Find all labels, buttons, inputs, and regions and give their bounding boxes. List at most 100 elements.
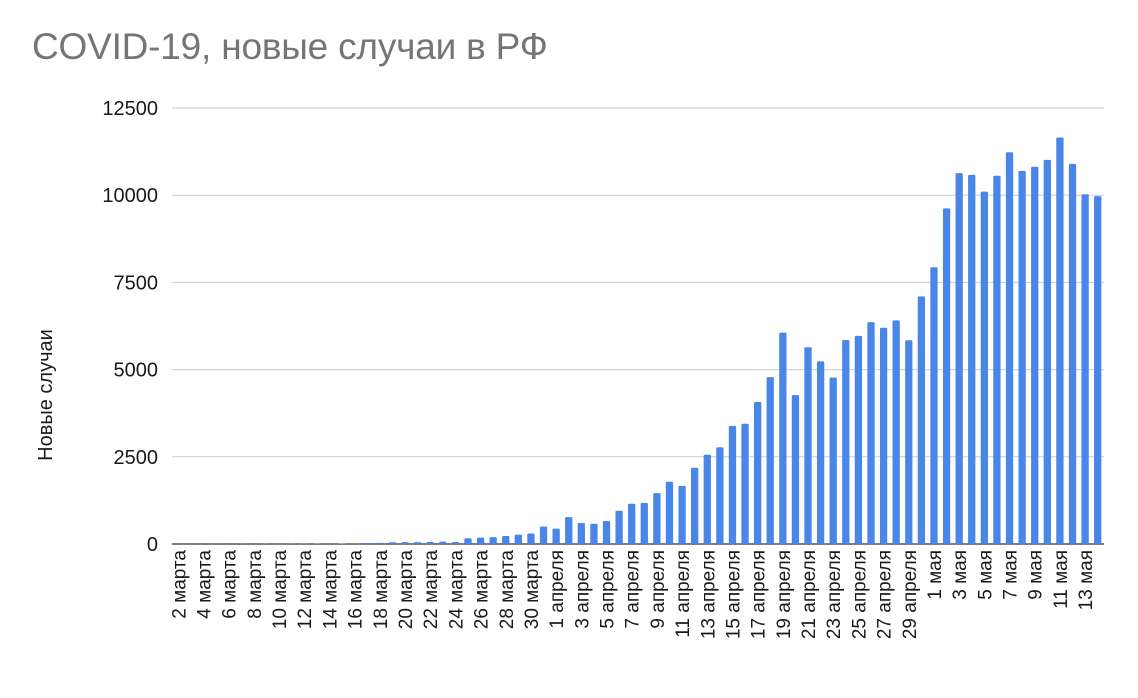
bar	[917, 296, 926, 544]
bar	[413, 542, 422, 544]
bar	[665, 481, 674, 544]
bar	[691, 467, 699, 544]
x-tick-label: 15 апреля	[724, 550, 745, 639]
y-tick-label: 7500	[114, 272, 159, 294]
bar	[968, 174, 976, 544]
bar	[1018, 170, 1026, 544]
x-tick-label: 27 апреля	[875, 550, 896, 639]
gridlines	[172, 107, 1104, 545]
bar	[577, 523, 585, 544]
bar	[842, 339, 850, 544]
bar	[1031, 166, 1039, 544]
bar	[905, 340, 913, 544]
x-tick-label: 3 мая	[950, 550, 971, 600]
bar	[426, 542, 434, 544]
bar	[1068, 163, 1077, 544]
x-tick-label: 16 марта	[346, 550, 367, 630]
bar	[993, 175, 1001, 544]
bar	[590, 523, 598, 544]
bar	[602, 521, 611, 544]
bar	[854, 335, 863, 544]
x-tick-label: 23 апреля	[824, 550, 845, 639]
x-tick-label: 18 марта	[371, 550, 392, 630]
x-tick-label: 21 апреля	[799, 550, 820, 639]
x-tick-label: 13 мая	[1076, 550, 1097, 610]
bar	[489, 537, 497, 544]
x-tick-label: 9 мая	[1026, 550, 1047, 600]
x-tick-label: 25 апреля	[849, 550, 870, 639]
y-tick-label: 5000	[114, 360, 159, 382]
bar	[804, 347, 812, 544]
bars	[174, 137, 1102, 545]
x-tick-label: 8 марта	[245, 550, 266, 619]
x-axis-ticks: 2 марта 4 марта 6 марта 8 марта 10 марта 12 м…	[169, 550, 1097, 640]
x-tick-label: 1 апреля	[547, 550, 568, 629]
x-tick-label: 2 марта	[169, 550, 190, 619]
x-tick-label: 7 апреля	[623, 550, 644, 629]
x-tick-label: 5 мая	[975, 550, 996, 600]
bar	[766, 377, 774, 544]
bar	[703, 454, 711, 544]
y-tick-label: 12500	[102, 98, 158, 120]
x-tick-label: 22 марта	[421, 550, 442, 630]
x-tick-label: 9 апреля	[648, 550, 669, 629]
x-tick-label: 4 марта	[195, 550, 216, 619]
bar	[376, 542, 384, 544]
bar	[1005, 152, 1014, 544]
bar	[640, 503, 648, 544]
chart-title: COVID-19, новые случаи в РФ	[32, 26, 548, 67]
bar	[892, 320, 900, 544]
bar	[942, 208, 951, 544]
bar	[716, 447, 724, 544]
x-tick-label: 19 апреля	[774, 550, 795, 639]
bar	[464, 538, 472, 544]
bar	[363, 542, 371, 544]
bar	[539, 526, 548, 544]
y-axis-label: Новые случаи	[35, 329, 57, 461]
x-tick-label: 6 марта	[220, 550, 241, 619]
bar	[728, 425, 737, 544]
x-tick-label: 3 апреля	[572, 550, 593, 629]
bar	[615, 510, 623, 544]
x-tick-label: 28 марта	[497, 550, 518, 630]
x-tick-label: 20 марта	[396, 550, 417, 630]
bar	[388, 542, 397, 544]
x-tick-label: 5 апреля	[598, 550, 619, 629]
y-tick-label: 2500	[114, 447, 159, 469]
bar	[791, 395, 800, 544]
bar	[1094, 196, 1102, 545]
x-tick-label: 1 мая	[925, 550, 946, 600]
x-tick-label: 12 марта	[295, 550, 316, 630]
x-tick-label: 24 марта	[446, 550, 467, 630]
bar	[930, 267, 938, 544]
x-tick-label: 29 апреля	[900, 550, 921, 639]
bar	[565, 517, 573, 544]
x-tick-label: 11 мая	[1051, 550, 1072, 609]
bar	[401, 542, 409, 544]
bar	[829, 377, 837, 544]
y-tick-label: 0	[147, 534, 158, 556]
bar	[1043, 159, 1051, 544]
bar	[552, 528, 560, 544]
bar	[779, 332, 787, 544]
bar	[653, 493, 661, 544]
bar	[502, 536, 510, 544]
bar	[980, 191, 988, 544]
bar	[879, 327, 888, 544]
x-tick-label: 30 марта	[522, 550, 543, 630]
x-tick-label: 10 марта	[270, 550, 291, 630]
bar	[955, 173, 963, 544]
bar	[816, 361, 825, 544]
x-tick-label: 14 марта	[320, 550, 341, 630]
x-tick-label: 26 марта	[472, 550, 493, 630]
x-tick-label: 17 апреля	[749, 550, 770, 639]
y-axis-ticks: 0 2500 5000 7500 10000 12500	[102, 98, 158, 556]
bar	[867, 322, 875, 544]
bar	[514, 534, 522, 544]
bar	[628, 503, 636, 544]
bar	[741, 423, 749, 544]
bar	[678, 485, 686, 544]
bar	[527, 533, 535, 544]
x-tick-label: 13 апреля	[698, 550, 719, 639]
